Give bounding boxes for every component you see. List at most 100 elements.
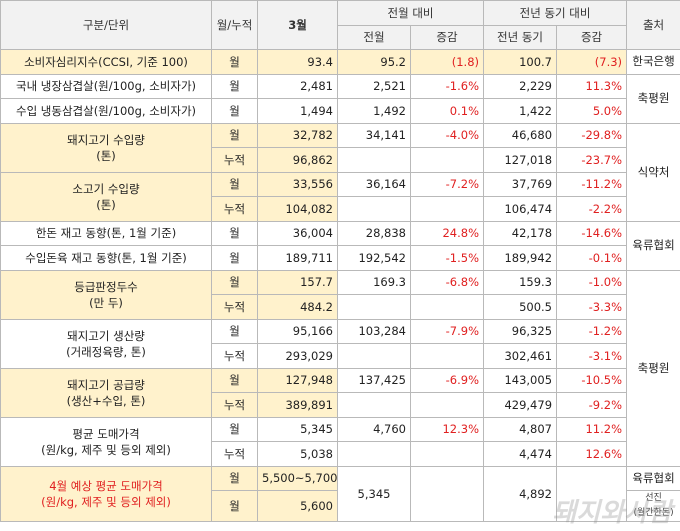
row-mom: -7.9% [409, 318, 485, 344]
header-current-month: 3월 [257, 0, 338, 50]
row-yoy: -23.7% [556, 147, 628, 173]
row-unit: 월 [211, 171, 258, 197]
row-prev: 95.2 [337, 49, 411, 75]
row-current: 5,600 [257, 490, 338, 522]
row-current: 32,782 [257, 122, 338, 148]
row-mom: 24.8% [409, 220, 485, 246]
table-row: 누적 104,082 106,474 -2.2% [1, 196, 680, 222]
header-row-2: 전월 증감 전년 동기 증감 [1, 24, 680, 50]
row-item: 소고기 수입량 (톤) [0, 171, 212, 222]
source-cell: 식약처 [626, 122, 680, 222]
row-prev: 34,141 [337, 122, 411, 148]
row-yoy-val: 2,229 [483, 73, 558, 99]
row-yoy: -14.6% [556, 220, 628, 246]
table-row: 소비자심리지수(CCSI, 기준 100) 월 93.4 95.2 (1.8) … [0, 49, 680, 75]
row-current: 36,004 [257, 220, 338, 246]
row-prev: 2,521 [337, 73, 411, 99]
row-item: 수입 냉동삼겹살(원/100g, 소비자가) [0, 98, 212, 124]
row-item: 돼지고기 생산량 (거래정육량, 톤) [0, 318, 212, 369]
table-row: 국내 냉장삼겹살(원/100g, 소비자가) 월 2,481 2,521 -1.… [0, 73, 680, 124]
row-yoy: 12.6% [556, 441, 628, 467]
row-current: 5,038 [257, 441, 338, 467]
table-row: 평균 도매가격 (원/kg, 제주 및 등외 제외) 월 5,345 4,760… [0, 416, 680, 467]
row-current: 389,891 [257, 392, 338, 418]
row-mom: -1.5% [409, 245, 485, 271]
row-mom [409, 147, 485, 173]
row-current: 157.7 [257, 269, 338, 295]
row-item: 등급판정두수 (만 두) [0, 269, 212, 320]
header-row-1: 구분/단위 월/누적 3월 전월 대비 전년 동기 대비 출처 [0, 0, 680, 50]
row-item: 4월 예상 평균 도매가격 (원/kg, 제주 및 등외 제외) [0, 465, 212, 522]
table-row: 누적 5,038 4,474 12.6% [1, 441, 680, 467]
row-yoy: 5.0% [556, 98, 628, 124]
table-row: 4월 예상 평균 도매가격 (원/kg, 제주 및 등외 제외) 월 5,500… [0, 465, 680, 522]
row-mom [409, 343, 485, 369]
header-yoy: 전년 동기 대비 [483, 0, 628, 26]
table-row: 월 5,600 선진 (월간한돈) [1, 490, 680, 522]
row-current: 33,556 [257, 171, 338, 197]
row-prev [337, 196, 411, 222]
row-unit: 월 [211, 269, 258, 295]
watermark-logo: 돼지와사람 [552, 498, 672, 528]
row-yoy-val: 4,892 [483, 465, 558, 522]
row-current: 95,166 [257, 318, 338, 344]
row-prev [337, 441, 411, 467]
row-current: 127,948 [257, 367, 338, 393]
row-current: 5,500~5,700 [257, 465, 338, 491]
table-row: 누적 484.2 500.5 -3.3% [1, 294, 680, 320]
row-yoy-val: 143,005 [483, 367, 558, 393]
row-mom: -6.8% [409, 269, 485, 295]
row-unit: 월 [211, 73, 258, 99]
row-yoy: -0.1% [556, 245, 628, 271]
header-mom: 전월 대비 [336, 0, 485, 26]
row-prev [337, 147, 411, 173]
row-yoy: -3.3% [556, 294, 628, 320]
table-row: 소고기 수입량 (톤) 월 33,556 36,164 -7.2% 37,769… [0, 171, 680, 222]
table-row: 돼지고기 생산량 (거래정육량, 톤) 월 95,166 103,284 -7.… [0, 318, 680, 369]
row-yoy-val: 46,680 [483, 122, 558, 148]
header-prev-month: 전월 [337, 24, 411, 50]
row-prev: 5,345 [337, 465, 411, 522]
row-prev: 137,425 [337, 367, 411, 393]
header-change: 증감 [409, 24, 485, 50]
row-yoy: (7.3) [556, 49, 628, 75]
row-current: 484.2 [257, 294, 338, 320]
row-yoy-val: 96,325 [483, 318, 558, 344]
row-mom [409, 392, 485, 418]
row-yoy-val: 4,807 [483, 416, 558, 442]
row-prev [337, 294, 411, 320]
row-mom: -1.6% [409, 73, 485, 99]
row-yoy-val: 37,769 [483, 171, 558, 197]
table-row: 누적 293,029 302,461 -3.1% [1, 343, 680, 369]
row-unit: 월 [211, 49, 258, 75]
row-prev [337, 343, 411, 369]
table-row: 한돈 재고 동향(톤, 1월 기준) 월 36,004 28,838 24.8%… [0, 220, 680, 271]
row-yoy-val: 159.3 [483, 269, 558, 295]
row-prev: 192,542 [337, 245, 411, 271]
row-item: 평균 도매가격 (원/kg, 제주 및 등외 제외) [0, 416, 212, 467]
row-unit: 월 [211, 245, 258, 271]
row-unit: 월 [211, 220, 258, 246]
row-item: 수입돈육 재고 동향(톤, 1월 기준) [0, 245, 212, 271]
row-prev [337, 392, 411, 418]
row-yoy: -2.2% [556, 196, 628, 222]
row-yoy-val: 127,018 [483, 147, 558, 173]
row-prev: 4,760 [337, 416, 411, 442]
row-mom: -6.9% [409, 367, 485, 393]
row-yoy: 11.2% [556, 416, 628, 442]
row-yoy: -10.5% [556, 367, 628, 393]
row-current: 5,345 [257, 416, 338, 442]
row-yoy: -1.2% [556, 318, 628, 344]
source-cell: 육류협회 [626, 220, 680, 271]
row-unit: 월 [211, 416, 258, 442]
row-unit: 월 [211, 367, 258, 393]
row-current: 96,862 [257, 147, 338, 173]
row-yoy [556, 465, 628, 522]
row-unit: 누적 [211, 196, 258, 222]
header-prev-year: 전년 동기 [483, 24, 558, 50]
source-cell: 축평원 [626, 269, 680, 467]
header-category: 구분/단위 [0, 0, 212, 50]
row-yoy-val: 42,178 [483, 220, 558, 246]
table-row: 돼지고기 수입량 (톤) 월 32,782 34,141 -4.0% 46,68… [0, 122, 680, 222]
row-mom: (1.8) [409, 49, 485, 75]
